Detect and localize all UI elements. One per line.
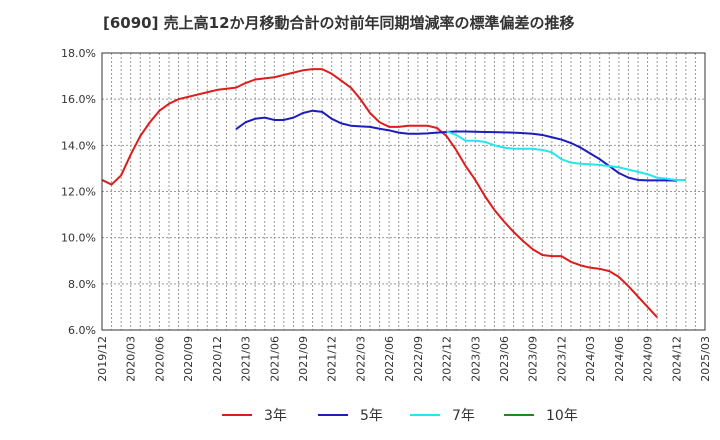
legend-swatch: [410, 414, 440, 416]
legend-label: 3年: [264, 408, 287, 424]
y-tick-label: 18.0%: [61, 47, 96, 60]
x-tick-label: 2024/09: [642, 336, 655, 382]
series-layer: [101, 68, 686, 318]
y-tick-label: 12.0%: [61, 186, 96, 199]
y-tick-label: 6.0%: [68, 324, 96, 337]
x-tick-label: 2020/09: [182, 336, 195, 382]
y-tick-label: 14.0%: [61, 139, 96, 152]
x-tick-label: 2023/09: [527, 336, 540, 382]
legend-swatch: [222, 414, 252, 416]
legend-item: 10年: [504, 404, 578, 426]
legend: 3年 5年 7年 10年: [0, 404, 720, 426]
series-line: [235, 109, 677, 182]
legend-item: 3年: [222, 404, 287, 426]
x-tick-label: 2021/03: [240, 336, 253, 382]
x-tick-label: 2022/06: [383, 336, 396, 382]
legend-label: 10年: [546, 408, 578, 424]
chart-title: [6090] 売上高12か月移動合計の対前年同期増減率の標準偏差の推移: [103, 14, 575, 32]
x-tick-label: 2020/12: [211, 336, 224, 382]
plot-frame: [101, 52, 706, 331]
x-tick-label: 2021/09: [297, 336, 310, 382]
series-line: [446, 130, 686, 181]
x-tick-label: 2019/12: [96, 336, 109, 382]
x-tick-label: 2024/03: [584, 336, 597, 382]
legend-swatch: [318, 414, 348, 416]
x-tick-label: 2023/03: [469, 336, 482, 382]
grid-layer: [102, 52, 705, 331]
x-tick-label: 2022/12: [441, 336, 454, 382]
series-line: [101, 68, 658, 318]
x-tick-label: 2022/03: [354, 336, 367, 382]
x-tick-label: 2025/03: [699, 336, 712, 382]
x-tick-label: 2020/03: [125, 336, 138, 382]
y-tick-label: 8.0%: [68, 278, 96, 291]
x-tick-label: 2021/06: [268, 336, 281, 382]
x-tick-label: 2023/12: [555, 336, 568, 382]
x-axis: 2019/12 2020/03 2020/06 2020/09 2020/12 2021/…: [96, 336, 712, 382]
x-tick-label: 2024/12: [670, 336, 683, 382]
x-tick-label: 2023/06: [498, 336, 511, 382]
y-axis: 6.0% 8.0% 10.0% 12.0% 14.0% 16.0% 18.0%: [61, 47, 96, 337]
legend-label: 5年: [360, 408, 383, 424]
legend-swatch: [504, 414, 534, 416]
x-tick-label: 2020/06: [153, 336, 166, 382]
legend-item: 5年: [318, 404, 383, 426]
x-tick-label: 2021/12: [326, 336, 339, 382]
y-tick-label: 10.0%: [61, 232, 96, 245]
x-tick-label: 2022/09: [412, 336, 425, 382]
y-tick-label: 16.0%: [61, 93, 96, 106]
legend-item: 7年: [410, 404, 475, 426]
legend-label: 7年: [452, 408, 475, 424]
x-tick-label: 2024/06: [613, 336, 626, 382]
